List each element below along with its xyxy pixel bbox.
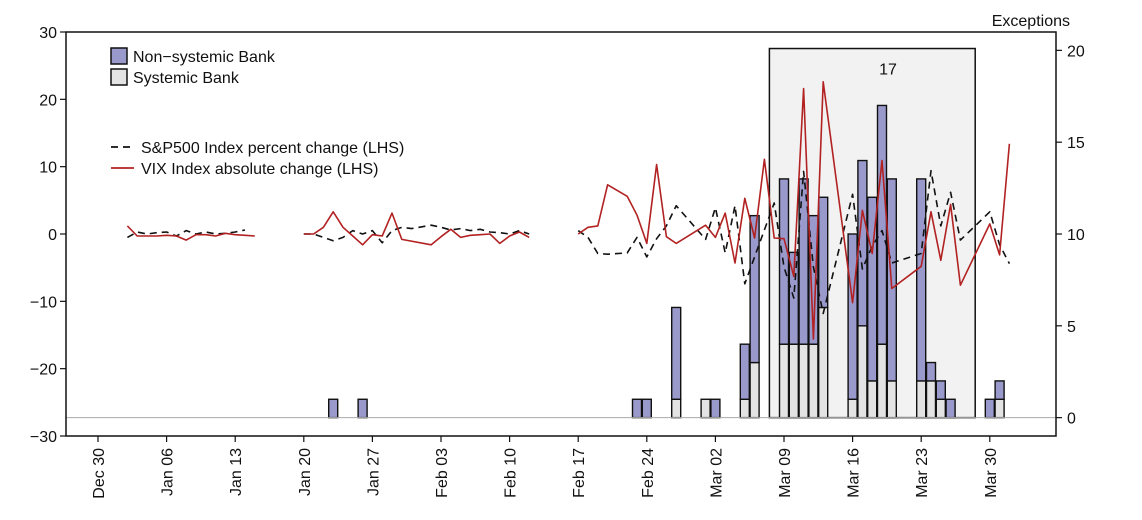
bar-nonsystemic	[739, 343, 750, 400]
left-tick-label: 10	[39, 160, 57, 177]
legend: Non−systemic Bank Systemic Bank S&P500 Ind…	[110, 47, 404, 178]
bar-systemic	[749, 361, 760, 419]
bar-systemic	[671, 398, 682, 419]
bar-nonsystemic	[641, 398, 652, 419]
vix-line	[126, 225, 255, 241]
x-tick-label: Feb 03	[434, 448, 451, 498]
legend-swatch	[110, 68, 128, 86]
bar-systemic	[857, 325, 868, 419]
bar-nonsystemic	[935, 380, 946, 400]
peak-annotation: 17	[879, 61, 897, 78]
bar-systemic	[788, 343, 799, 419]
bar-nonsystemic	[984, 398, 995, 419]
bar-nonsystemic	[925, 361, 937, 382]
bar-nonsystemic	[778, 178, 790, 345]
x-tick-label: Mar 02	[708, 448, 725, 498]
sp500-line	[303, 224, 530, 244]
legend-label: S&P500 Index percent change (LHS)	[141, 140, 404, 157]
bar-systemic	[798, 343, 809, 419]
legend-label: VIX Index absolute change (LHS)	[141, 161, 378, 178]
bar-nonsystemic	[857, 159, 868, 327]
legend-label: Systemic Bank	[133, 70, 240, 87]
lines-layer	[126, 81, 1011, 340]
vix-line	[303, 211, 530, 246]
bar-nonsystemic	[357, 398, 368, 419]
x-tick-label: Feb 17	[571, 448, 588, 498]
bar-nonsystemic	[847, 233, 858, 400]
left-tick-label: −20	[30, 362, 57, 379]
bar-nonsystemic	[867, 196, 878, 382]
x-tick-label: Jan 27	[365, 448, 382, 496]
left-tick-label: 20	[39, 92, 57, 109]
bar-systemic	[886, 380, 897, 419]
bar-systemic	[700, 398, 711, 419]
bar-systemic	[847, 398, 858, 419]
x-tick-label: Jan 13	[228, 448, 245, 496]
bar-nonsystemic	[808, 214, 819, 345]
x-tick-label: Dec 30	[91, 448, 108, 499]
x-tick-label: Mar 23	[914, 448, 931, 498]
x-tick-label: Mar 30	[983, 448, 1000, 498]
right-tick-label: 5	[1067, 319, 1076, 336]
bar-systemic	[818, 306, 829, 419]
x-tick-label: Mar 09	[777, 448, 794, 498]
bar-nonsystemic	[328, 398, 339, 419]
vix-line	[577, 81, 1011, 340]
bar-systemic	[867, 380, 878, 419]
legend-label: Non−systemic Bank	[133, 49, 276, 66]
bar-systemic	[925, 380, 937, 419]
right-tick-label: 10	[1067, 227, 1085, 244]
right-tick-label: 0	[1067, 411, 1076, 428]
bar-nonsystemic	[916, 178, 927, 382]
bar-nonsystemic	[876, 104, 888, 345]
bar-nonsystemic	[671, 306, 682, 400]
bar-systemic	[739, 398, 750, 419]
left-tick-label: −10	[30, 294, 57, 311]
right-axis-title: Exceptions	[992, 13, 1070, 30]
bar-nonsystemic	[994, 380, 1005, 400]
x-tick-label: Jan 20	[297, 448, 314, 496]
sp500-line	[577, 169, 1011, 315]
bar-systemic	[808, 343, 819, 419]
left-tick-label: 30	[39, 25, 57, 42]
x-tick-label: Feb 24	[640, 448, 657, 498]
bar-systemic	[876, 343, 888, 419]
left-tick-label: −30	[30, 429, 57, 446]
left-tick-label: 0	[48, 227, 57, 244]
bar-systemic	[935, 398, 946, 419]
bar-nonsystemic	[749, 214, 760, 364]
bar-systemic	[778, 343, 790, 419]
legend-swatch	[110, 47, 128, 65]
right-tick-label: 20	[1067, 43, 1085, 60]
bar-systemic	[916, 380, 927, 419]
bar-nonsystemic	[945, 398, 956, 419]
bar-nonsystemic	[710, 398, 721, 419]
axes-layer: 30 20 10 0 −10 −20 −30 20 15 10 5 0 Dec 30 Jan 06 Jan …	[30, 25, 1085, 499]
right-tick-label: 15	[1067, 135, 1085, 152]
bar-nonsystemic	[631, 398, 643, 419]
x-tick-label: Mar 16	[846, 448, 863, 498]
bar-nonsystemic	[818, 196, 829, 309]
bar-systemic	[994, 398, 1005, 419]
x-tick-label: Jan 06	[160, 448, 177, 496]
x-tick-label: Feb 10	[503, 448, 520, 498]
